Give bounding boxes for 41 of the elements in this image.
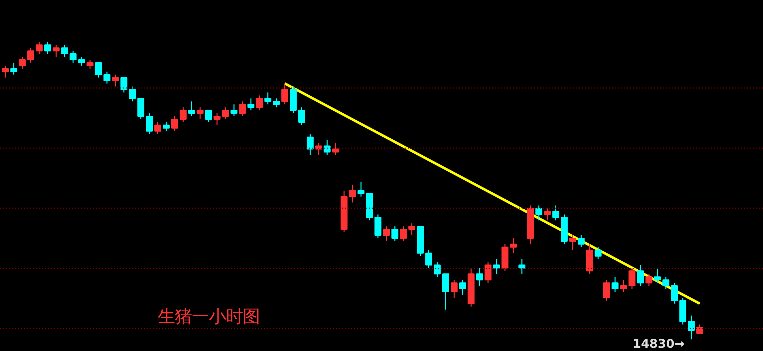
- candlestick: [52, 44, 60, 58]
- annotation: 14830→: [632, 337, 685, 351]
- candlestick: [612, 276, 619, 293]
- candlestick: [493, 258, 500, 275]
- candlestick: [518, 258, 526, 275]
- candlestick: [282, 83, 288, 106]
- candlestick: [44, 42, 52, 55]
- candlestick: [112, 74, 120, 88]
- candlestick: [620, 280, 628, 293]
- candlestick: [392, 226, 399, 242]
- candlestick: [256, 95, 264, 112]
- annotation: 生猪一小时图: [158, 308, 260, 328]
- candlestick: [594, 246, 602, 260]
- candlestick: [324, 140, 331, 156]
- candlestick: [459, 280, 466, 296]
- candlestick: [306, 134, 314, 156]
- candlestick: [476, 268, 484, 287]
- candlestick: [196, 107, 204, 120]
- candlestick: [536, 205, 543, 222]
- candlestick: [646, 274, 653, 287]
- candlestick: [603, 280, 610, 302]
- candlestick: [628, 268, 636, 290]
- candlestick: [450, 280, 458, 298]
- candlestick: [239, 101, 246, 118]
- candlestick: [2, 65, 10, 78]
- candlestick: [570, 234, 576, 251]
- candlestick: [332, 142, 340, 156]
- candlestick: [578, 234, 585, 248]
- candlestick: [19, 56, 26, 70]
- candlestick: [586, 244, 594, 275]
- candlestick: [154, 122, 162, 135]
- candlestick: [484, 262, 492, 284]
- candlestick: [637, 264, 644, 287]
- candlestick: [230, 104, 238, 118]
- candlestick: [205, 110, 212, 123]
- candlestick: [358, 181, 365, 198]
- candlestick: [10, 62, 18, 76]
- candlestick: [383, 226, 390, 242]
- candlestick: [188, 101, 196, 118]
- candlestick: [248, 98, 255, 112]
- candlestick: [544, 208, 552, 222]
